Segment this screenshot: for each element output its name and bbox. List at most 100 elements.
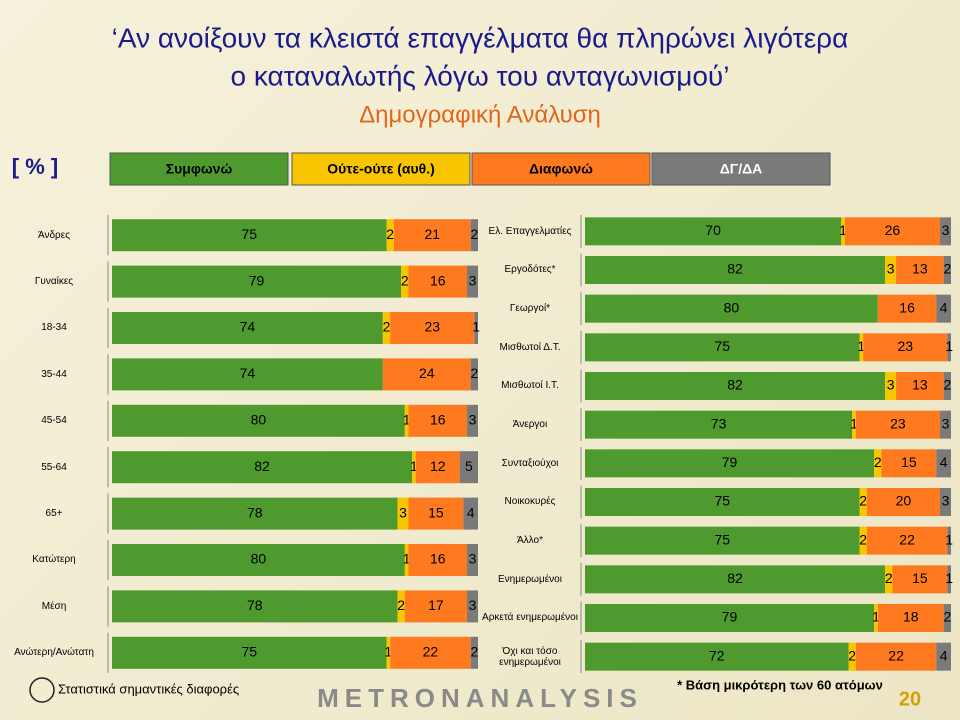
value-label: 20 (896, 493, 912, 509)
value-label: 75 (241, 644, 257, 660)
value-label: 75 (241, 226, 257, 242)
category-label: Αρκετά ενημερωμένοι (482, 612, 578, 624)
bar-segment (390, 312, 475, 344)
value-label: 18 (903, 609, 919, 625)
bar-segment (470, 636, 478, 669)
bar-segment (467, 404, 478, 437)
value-label: 4 (940, 299, 948, 315)
bar-segment (585, 294, 878, 323)
bar-segment (404, 590, 468, 623)
value-label: 82 (727, 570, 743, 586)
bar-segment (943, 372, 951, 400)
legend-swatch (291, 152, 471, 186)
bar-segment (401, 265, 409, 298)
bar-segment (408, 265, 468, 298)
bar-segment (382, 312, 391, 344)
value-label: 23 (890, 415, 906, 431)
bar-segment (885, 372, 897, 400)
value-label: 1 (839, 222, 847, 238)
value-label: 2 (470, 226, 478, 242)
value-label: 75 (714, 493, 730, 509)
value-label: 1 (403, 412, 411, 428)
value-label: 2 (397, 597, 405, 613)
bar-segment (585, 526, 860, 555)
title: ο καταναλωτής λόγω του ανταγωνισμού’ (231, 60, 730, 91)
category-label: Άνδρες (37, 229, 71, 241)
legend-swatch (651, 152, 831, 186)
value-label: 4 (940, 454, 948, 470)
bar-segment (874, 449, 882, 478)
value-label: 2 (386, 226, 394, 242)
category-label: 45-54 (41, 415, 67, 427)
bar-segment (585, 372, 886, 400)
value-label: 82 (254, 458, 270, 474)
value-label: 17 (428, 597, 444, 613)
value-label: 2 (470, 644, 478, 660)
legend-swatch (471, 152, 651, 186)
bar-segment (866, 488, 941, 516)
bar-segment (412, 451, 416, 484)
bar-segment (877, 604, 944, 632)
value-label: 3 (469, 551, 477, 567)
bar-segment (467, 590, 478, 623)
bar-segment (896, 372, 944, 400)
category-label: Μέση (41, 600, 67, 612)
bar-segment (866, 526, 948, 555)
value-label: 4 (467, 504, 475, 520)
bar-segment (397, 590, 405, 623)
bar-segment (885, 565, 893, 594)
value-label: 16 (430, 412, 446, 428)
bar-segment (892, 565, 948, 594)
bar-segment (940, 488, 951, 516)
value-label: 1 (472, 319, 480, 335)
bar-segment (112, 219, 387, 252)
value-label: 23 (897, 338, 913, 354)
value-label: 12 (430, 458, 446, 474)
bar-segment (585, 604, 875, 632)
value-label: 70 (705, 222, 721, 238)
value-label: 3 (469, 597, 477, 613)
value-label: 75 (714, 531, 730, 547)
footnote: * Βάση μικρότερη των 60 ατόμων (677, 677, 883, 692)
bar-segment (885, 256, 897, 284)
value-label: 15 (428, 504, 444, 520)
value-label: 15 (912, 570, 928, 586)
bar-segment (943, 256, 951, 284)
bar-segment (474, 312, 478, 344)
bar-segment (896, 256, 944, 284)
bar-segment (467, 544, 478, 576)
value-label: 1 (945, 570, 953, 586)
legend-label: ΔΓ/ΔΑ (720, 161, 763, 177)
bar-segment (947, 565, 951, 594)
value-label: 2 (383, 319, 391, 335)
bar-segment (404, 404, 409, 437)
bar-segment (877, 294, 937, 323)
value-label: 82 (727, 377, 743, 393)
value-label: 2 (885, 570, 893, 586)
value-label: 16 (430, 551, 446, 567)
page-number: 20 (899, 688, 921, 710)
legend: Συμφωνώ Ούτε-ούτε (αυθ.) Διαφωνώ ΔΓ/ΔΑ (109, 152, 831, 186)
bar-segment (855, 410, 941, 439)
bar-segment (470, 219, 478, 252)
bar-segment (863, 333, 948, 362)
value-label: 3 (887, 261, 895, 277)
value-label: 1 (403, 551, 411, 567)
bar-segment (881, 449, 937, 478)
value-label: 1 (384, 644, 392, 660)
bar-segment (408, 497, 464, 530)
value-label: 2 (470, 365, 478, 381)
bar-segment (859, 526, 867, 555)
category-label: Άνεργοι (512, 419, 548, 431)
value-label: 3 (887, 377, 895, 393)
value-label: 80 (724, 299, 740, 315)
bar-segment (936, 642, 951, 671)
category-label: Μισθωτοί Δ.Τ. (499, 341, 561, 353)
bar-segment (415, 451, 460, 484)
value-label: 4 (940, 647, 948, 663)
value-label: 13 (912, 377, 928, 393)
value-label: 3 (469, 272, 477, 288)
unit: [ % ] (12, 154, 58, 179)
value-label: 2 (943, 609, 951, 625)
